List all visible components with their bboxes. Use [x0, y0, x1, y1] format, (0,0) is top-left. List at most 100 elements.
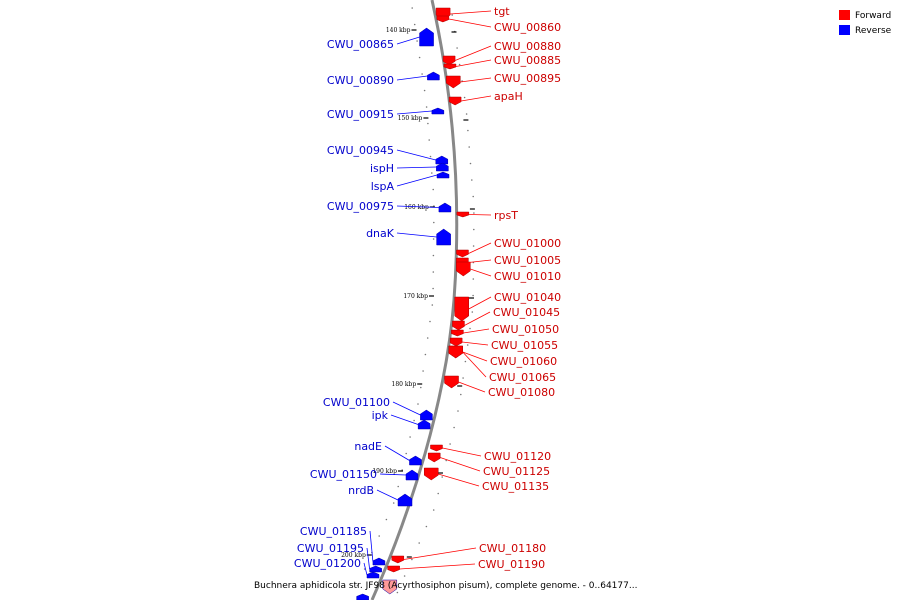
gene-feature-CWU_01125[interactable]: [427, 452, 441, 463]
gene-feature-CWU_01000[interactable]: [456, 249, 469, 258]
tick-dot: [466, 344, 469, 346]
legend-forward-swatch: [839, 10, 850, 20]
gene-leader-line: [396, 36, 420, 45]
gene-label-nadE: nadE: [354, 440, 382, 453]
gene-feature-CWU_01135[interactable]: [423, 467, 439, 481]
gene-feature-CWU_00885[interactable]: [443, 63, 457, 70]
gene-feature-CWU_01055[interactable]: [449, 337, 463, 347]
gene-feature-CWU_01195[interactable]: [369, 565, 382, 573]
gene-feature-CWU_01185[interactable]: [372, 557, 386, 566]
tick-dot: [413, 419, 415, 422]
tick-dot: [432, 287, 434, 290]
tick-dot: [432, 254, 435, 257]
gene-feature-CWU_00975[interactable]: [438, 202, 452, 213]
gene-label-CWU_01050: CWU_01050: [492, 323, 559, 336]
gene-feature-CWU_01100[interactable]: [420, 409, 433, 421]
tick-dot: [425, 525, 428, 528]
gene-label-CWU_01005: CWU_01005: [494, 254, 561, 267]
gene-feature-apaH[interactable]: [448, 96, 462, 106]
gene-leader-line: [462, 351, 487, 378]
gene-leader-line: [450, 10, 492, 15]
gene-label-CWU_00945: CWU_00945: [327, 144, 394, 157]
gene-label-CWU_01060: CWU_01060: [490, 355, 557, 368]
gene-label-CWU_01045: CWU_01045: [493, 306, 560, 319]
gene-feature-nadE[interactable]: [409, 455, 422, 466]
gene-label-CWU_00890: CWU_00890: [327, 74, 394, 87]
gene-feature-lspA[interactable]: [436, 171, 450, 179]
gene-feature-CWU_01040[interactable]: [454, 296, 469, 322]
gene-leader-line: [396, 149, 436, 161]
tick-dot: [425, 106, 428, 108]
gene-label-CWU_00915: CWU_00915: [327, 108, 394, 121]
tick-dot: [460, 393, 462, 396]
tick-dot: [469, 327, 471, 330]
gene-label-ispH: ispH: [370, 162, 394, 175]
gene-leader-line: [384, 445, 410, 461]
gene-feature-ispH[interactable]: [436, 162, 449, 172]
tick-dot: [356, 584, 359, 587]
genome-caption: Buchnera aphidicola str. JF98 (Acyrthosi…: [254, 581, 637, 591]
gene-leader-line: [366, 547, 370, 570]
gene-feature-CWU_00860[interactable]: [436, 15, 450, 23]
gene-feature-dnaK[interactable]: [436, 228, 451, 246]
tick-dot: [473, 228, 475, 231]
gene-leader-line: [458, 381, 486, 393]
gene-feature-CWU_00880[interactable]: [442, 55, 456, 66]
gene-feature-CWU_00895[interactable]: [446, 75, 461, 89]
tick-dot: [432, 509, 435, 511]
tick-dot: [429, 155, 432, 158]
gene-feature-ipk[interactable]: [417, 419, 431, 430]
tick-dot: [458, 63, 461, 66]
tick-dot: [411, 7, 414, 9]
gene-feature-CWU_01150[interactable]: [405, 469, 419, 481]
tick-dot: [451, 14, 454, 16]
gene-feature-CWU_01200[interactable]: [366, 571, 380, 579]
legend-forward-label: Forward: [855, 11, 891, 21]
gene-feature-CWU_01080[interactable]: [444, 375, 459, 389]
tick-dot: [413, 23, 416, 26]
tick-dot: [416, 40, 418, 42]
tick-dot: [428, 139, 431, 141]
tick-dot: [472, 245, 475, 247]
gene-leader-line: [460, 77, 492, 83]
gene-leader-line: [454, 45, 492, 61]
gene-feature-CWU_01045[interactable]: [452, 320, 465, 331]
gene-leader-line: [442, 447, 482, 457]
scale-label: 200 kbp: [341, 552, 366, 559]
gene-feature-CWU_01065[interactable]: [448, 345, 463, 359]
gene-feature-CWU_01120[interactable]: [430, 444, 443, 452]
tick-dot: [427, 122, 429, 125]
gene-feature-CWU_01180[interactable]: [391, 555, 405, 564]
gene-feature-CWU_00915[interactable]: [431, 107, 445, 115]
tick-dot: [378, 535, 381, 537]
tick-dot: [464, 360, 467, 363]
gene-leader-line: [448, 18, 492, 28]
gene-feature-CWU_01190[interactable]: [387, 565, 400, 573]
gene-feature-partial: [356, 593, 369, 600]
tick-dot: [463, 96, 466, 99]
tick-dot: [421, 73, 423, 75]
legend-reverse-swatch: [839, 25, 850, 35]
tick-dot: [432, 238, 435, 240]
tick-dot: [441, 476, 444, 478]
gene-label-rpsT: rpsT: [494, 209, 518, 222]
tick-dot: [420, 386, 422, 389]
gene-feature-CWU_01050[interactable]: [451, 329, 464, 337]
tick-dot: [392, 502, 395, 504]
gene-feature-CWU_00945[interactable]: [435, 155, 449, 165]
gene-feature-CWU_01010[interactable]: [456, 261, 471, 277]
gene-feature-CWU_00890[interactable]: [427, 71, 440, 81]
gene-feature-CWU_00865[interactable]: [419, 27, 434, 47]
gene-leader-line: [369, 530, 374, 562]
gene-leader-line: [396, 166, 437, 169]
gene-feature-rpsT[interactable]: [456, 211, 470, 218]
tick-dot: [465, 113, 468, 115]
gene-label-CWU_01120: CWU_01120: [484, 450, 551, 463]
tick-dot: [385, 518, 388, 521]
gene-feature-nrdB[interactable]: [397, 493, 413, 507]
tick-dot: [462, 377, 464, 379]
scale-label: 150 kbp: [398, 115, 423, 122]
gene-leader-line: [376, 489, 399, 501]
